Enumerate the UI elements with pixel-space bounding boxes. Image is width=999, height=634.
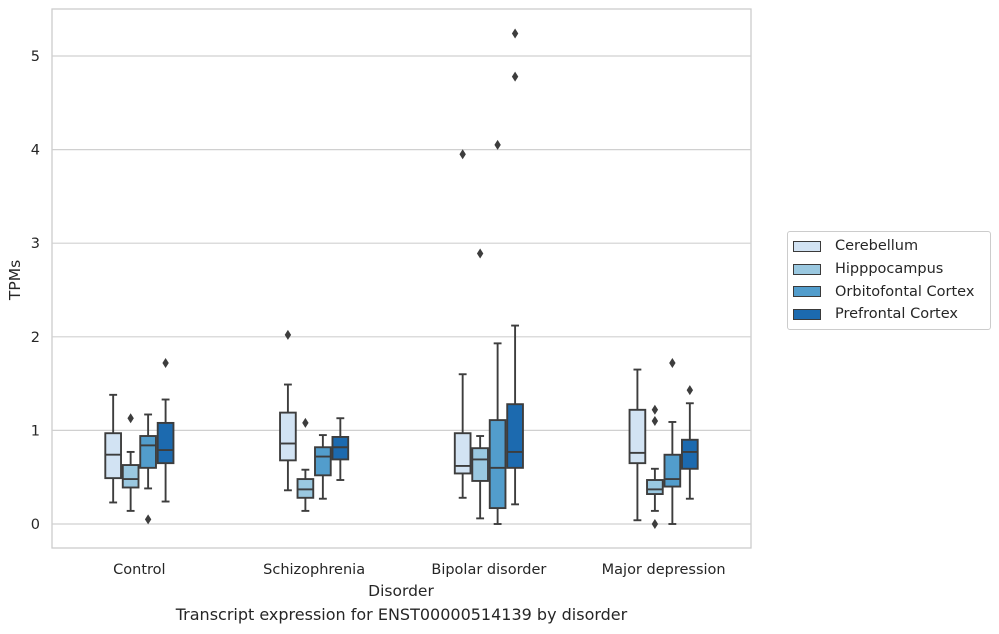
legend-swatch [793,263,821,275]
outlier-point [511,71,519,82]
outlier-point [127,413,134,424]
outlier-point [144,514,152,525]
y-tick-label: 0 [31,517,40,533]
legend-swatch [793,308,821,320]
outlier-point [284,329,292,340]
box-prefrontal-cortex [506,28,524,506]
outlier-point [651,404,659,415]
legend-item: Prefrontal Cortex [788,303,990,326]
box-hipppocampus [646,404,664,529]
y-tick-labels: 0 1 2 3 4 5 [31,49,40,533]
legend-item: Hipppocampus [788,258,990,281]
outlier-point [476,248,484,259]
box-cerebellum [104,393,122,504]
y-axis-label: TPMs [6,260,24,301]
iqr-box [121,464,140,489]
iqr-box [139,435,157,469]
iqr-box [628,408,647,465]
outlier-point [302,417,309,428]
y-tick-label: 4 [31,143,40,159]
box-prefrontal-cortex [681,385,699,500]
outlier-point [651,519,659,529]
iqr-box [488,419,507,510]
legend-item: Cerebellum [788,235,990,258]
box-hipppocampus [471,248,489,520]
iqr-box [663,453,682,488]
box-cerebellum [453,149,472,499]
x-tick-label: Bipolar disorder [431,562,546,578]
outlier-point [511,28,519,39]
y-tick-label: 5 [31,49,40,65]
legend: Cerebellum Hipppocampus Orbitofontal Cor… [787,231,991,330]
x-axis-label: Disorder [368,582,434,600]
iqr-box [471,447,489,482]
x-tick-label: Major depression [602,562,726,578]
box-orbitofontal-cortex [663,358,682,525]
legend-swatch [793,286,821,298]
box-orbitofontal-cortex [314,434,332,500]
iqr-box [156,421,175,465]
x-tick-labels: Control Schizophrenia Bipolar disorder Majo… [113,562,725,578]
boxes [104,28,699,529]
iqr-box [646,479,664,495]
iqr-box [453,432,472,475]
outlier-point [669,358,676,369]
box-cerebellum [628,368,647,522]
box-hipppocampus [121,413,140,512]
box-prefrontal-cortex [331,417,350,481]
x-tick-label: Schizophrenia [263,562,365,578]
box-orbitofontal-cortex [139,413,157,525]
legend-label: Orbitofontal Cortex [835,283,975,300]
legend-label: Prefrontal Cortex [835,306,958,323]
x-tick-label: Control [113,562,165,578]
y-tick-label: 3 [31,236,40,252]
iqr-box [279,411,297,462]
box-prefrontal-cortex [156,358,175,503]
legend-swatch [793,240,821,252]
y-tick-label: 2 [31,330,40,346]
outlier-point [162,358,169,369]
outlier-point [651,416,659,427]
box-hipppocampus [296,417,315,512]
iqr-box [506,403,524,469]
box-cerebellum [279,329,297,492]
y-tick-label: 1 [31,423,40,439]
chart-caption: Transcript expression for ENST0000051413… [175,605,628,624]
iqr-box [681,438,699,470]
outlier-point [494,139,501,150]
legend-label: Cerebellum [835,238,919,255]
outlier-point [459,149,466,160]
legend-label: Hipppocampus [835,261,944,278]
iqr-box [314,446,332,477]
box-orbitofontal-cortex [488,139,507,525]
outlier-point [686,385,694,396]
legend-item: Orbitofontal Cortex [788,280,990,303]
